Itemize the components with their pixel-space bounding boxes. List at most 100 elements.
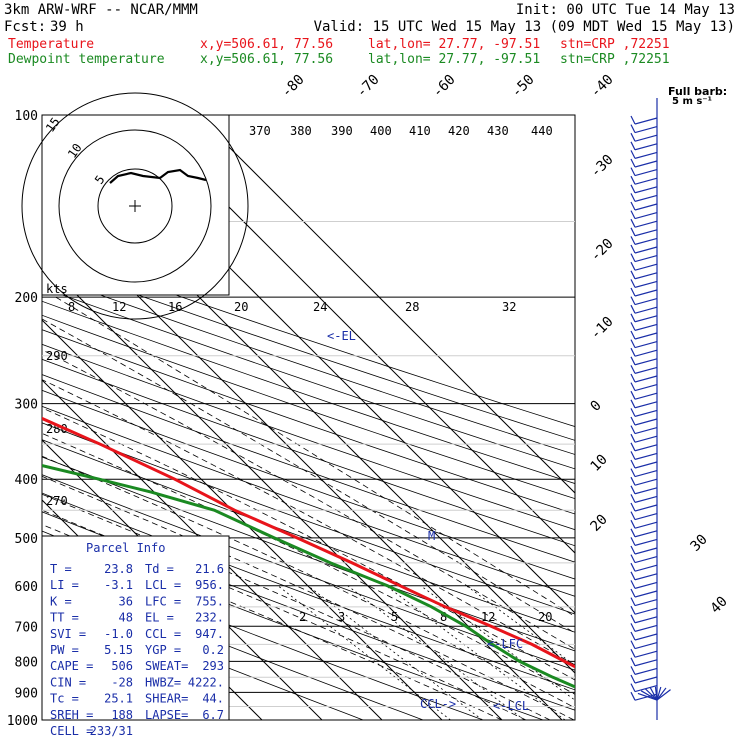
barb-flag: [630, 605, 636, 615]
wind-barb: [630, 545, 658, 555]
mixing-ratio-label: 5: [391, 610, 398, 624]
barb-surface: [640, 690, 658, 701]
barb-shaft: [634, 427, 658, 435]
barb-flag: [630, 545, 636, 555]
barb-shaft: [634, 659, 658, 667]
mixing-ratio-line: [466, 585, 575, 666]
barb-surface: [656, 689, 671, 701]
parcel-info-title: Parcel Info: [86, 541, 165, 555]
wind-barb: [630, 614, 658, 624]
mixing-ratio-label: 20: [538, 610, 552, 624]
barb-flag: [630, 399, 636, 409]
dewpoint-series-line: [42, 464, 575, 689]
barb-flag: [630, 674, 636, 684]
isotherm-label: -80: [279, 72, 308, 101]
lfc-marker: <-LFC: [487, 637, 523, 651]
barb-shaft: [634, 384, 658, 392]
barb-shaft: [634, 599, 658, 607]
isotherm-line: [136, 115, 575, 554]
barb-shaft: [634, 547, 658, 555]
parcel-field-label: CAPE =: [50, 659, 93, 673]
barb-flag: [630, 640, 636, 649]
wind-barb: [630, 674, 658, 684]
parcel-field-label: T =: [50, 562, 72, 576]
barb-flag: [630, 468, 636, 477]
barb-surface: [649, 687, 658, 701]
parcel-info-frame: [41, 535, 230, 721]
isotherm-label: -10: [588, 314, 617, 343]
barb-shaft: [634, 306, 658, 314]
barb-flag: [630, 623, 636, 632]
barb-shaft: [634, 349, 658, 357]
barb-shaft: [634, 134, 658, 142]
barb-shaft: [634, 151, 658, 159]
wind-barb: [630, 141, 658, 151]
barb-shaft: [634, 169, 658, 177]
parcel-field-label: CELL =: [50, 724, 93, 738]
barb-shaft: [634, 624, 658, 632]
theta-label: 430: [487, 124, 509, 138]
temperature-xy: x,y=506.61, 77.56: [200, 37, 333, 52]
barb-shaft: [634, 470, 658, 478]
wind-barb: [630, 416, 658, 426]
pressure-tick-label: 900: [15, 686, 38, 701]
barb-flag: [630, 657, 636, 667]
barb-shaft: [634, 573, 658, 581]
barb-flag: [630, 485, 636, 495]
barb-flag: [630, 167, 636, 176]
wind-barb: [630, 167, 658, 177]
barb-flag: [630, 494, 636, 503]
barb-flag: [630, 416, 636, 426]
barb-shaft: [634, 289, 658, 297]
barb-flag: [630, 554, 636, 563]
barb-flag: [630, 382, 636, 391]
wind-barb: [630, 648, 658, 658]
mixing-ratio-line: [307, 585, 483, 720]
barb-flag: [630, 347, 636, 357]
theta-e-label: 8: [68, 300, 75, 314]
barb-flag: [630, 597, 636, 606]
wind-barb: [630, 236, 658, 245]
barb-shaft: [634, 237, 658, 245]
m-marker: M: [428, 529, 435, 543]
hodograph-ring-1: [97, 168, 173, 244]
wind-barb: [630, 253, 658, 263]
wind-barb: [630, 580, 658, 589]
parcel-field-label: YGP =: [145, 643, 181, 657]
temperature-station: stn=CRP ,72251: [560, 37, 670, 52]
wind-barb: [630, 666, 658, 675]
parcel-field-label: CCL =: [145, 627, 181, 641]
el-marker: <-EL: [327, 329, 356, 343]
forecast-label: Fcst:: [4, 19, 46, 35]
barb-shaft: [634, 504, 658, 512]
barb-flag: [630, 528, 636, 538]
isotherm-label: -40: [588, 72, 617, 101]
barb-flag: [630, 571, 636, 581]
wind-barb: [630, 210, 658, 220]
barb-surface: [644, 688, 658, 701]
wind-barb: [630, 657, 658, 667]
isotherm-label: -20: [588, 236, 617, 265]
barb-shaft: [634, 220, 658, 228]
barb-shaft: [634, 194, 658, 202]
theta-label: 410: [409, 124, 431, 138]
barb-flag: [630, 150, 636, 159]
theta-label: 400: [370, 124, 392, 138]
parcel-field-value: 23.8: [104, 562, 133, 576]
valid-time: Valid: 15 UTC Wed 15 May 13 (09 MDT Wed …: [314, 19, 735, 35]
theta-e-label: 28: [405, 300, 419, 314]
barb-shaft: [634, 590, 658, 598]
barb-shaft: [634, 556, 658, 564]
barb-surface: [654, 686, 658, 701]
wind-barb: [630, 244, 658, 254]
wind-barb: [630, 270, 658, 280]
wind-barb: [630, 562, 658, 572]
mixing-ratio-label: 8: [440, 610, 447, 624]
barb-flag: [630, 614, 636, 624]
wind-barb: [630, 158, 658, 168]
barb-shaft: [634, 685, 658, 693]
barb-flag: [630, 562, 636, 572]
isotherm-label: 40: [708, 594, 731, 617]
temperature-latlon: lat,lon= 27.77, -97.51: [368, 37, 540, 52]
theta-label: 390: [331, 124, 353, 138]
